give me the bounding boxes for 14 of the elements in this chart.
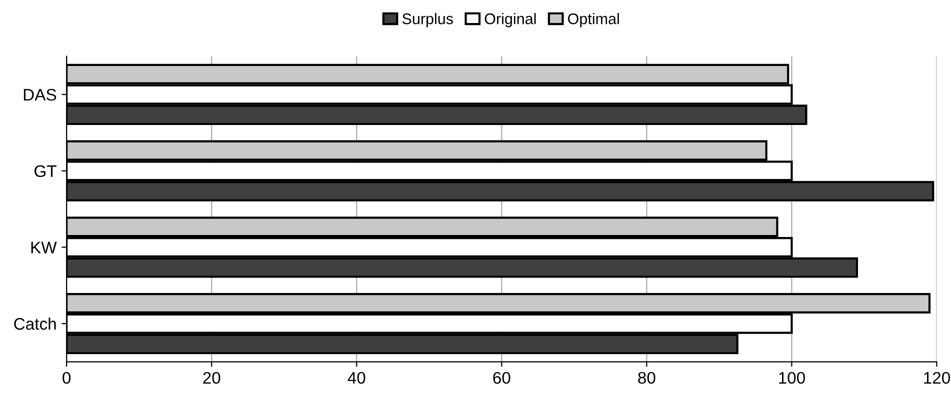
- y-tick-label: Catch: [14, 318, 56, 330]
- x-tick-label: 100: [779, 372, 805, 384]
- y-tick-label: KW: [31, 242, 57, 254]
- y-tick-label: GT: [34, 165, 56, 178]
- y-tick-label: DAS: [24, 88, 56, 101]
- x-tick-label: 60: [493, 372, 510, 384]
- x-tick-label: 40: [348, 372, 366, 384]
- x-tick-label: 120: [924, 372, 950, 384]
- legend-label: Surplus: [402, 13, 453, 28]
- x-tick-label: 20: [203, 372, 220, 384]
- x-tick-label: 80: [638, 372, 656, 384]
- legend-label: Original: [484, 13, 536, 28]
- legend-label: Optimal: [568, 13, 619, 28]
- x-tick-label: 0: [62, 372, 71, 384]
